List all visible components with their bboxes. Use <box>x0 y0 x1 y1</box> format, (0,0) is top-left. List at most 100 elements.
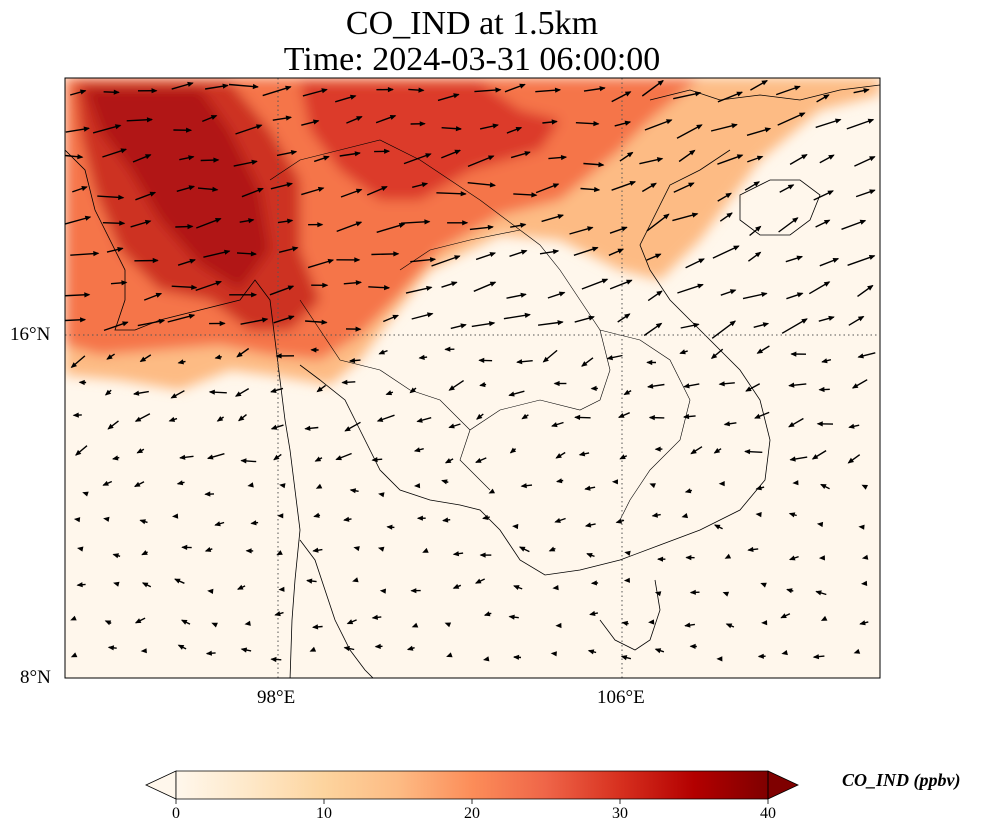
wind-arrow <box>305 319 328 325</box>
wind-arrow <box>276 150 298 157</box>
wind-arrow <box>617 313 631 323</box>
wind-arrow <box>676 124 703 139</box>
wind-arrow <box>247 482 254 488</box>
wind-arrow <box>475 252 496 261</box>
wind-arrow <box>307 258 335 269</box>
wind-arrow <box>236 251 257 257</box>
wind-arrow <box>680 322 700 329</box>
wind-arrow <box>717 91 743 103</box>
wind-arrow <box>581 278 609 290</box>
wind-arrow <box>647 383 665 389</box>
wind-arrow <box>586 553 595 558</box>
wind-arrow <box>177 644 187 650</box>
wind-arrow <box>171 81 194 90</box>
wind-arrow <box>179 155 195 161</box>
wind-arrow <box>503 312 531 320</box>
wind-arrow <box>386 524 395 530</box>
wind-arrow <box>228 83 259 90</box>
wind-arrow <box>690 446 703 455</box>
wind-arrow <box>273 315 295 324</box>
wind-arrow <box>786 292 804 300</box>
map-title-line1: CO_IND at 1.5km <box>345 5 599 42</box>
wind-arrow <box>780 613 791 619</box>
wind-arrow <box>316 384 327 393</box>
plume-core <box>85 88 270 290</box>
colorbar-tick-label-0: 0 <box>172 805 180 822</box>
wind-arrow <box>412 182 429 188</box>
wind-arrow <box>620 655 632 661</box>
wind-arrow <box>202 114 218 123</box>
wind-arrow <box>349 488 359 494</box>
wind-arrow <box>269 285 295 296</box>
wind-arrow <box>411 622 419 628</box>
wind-arrow <box>110 280 128 286</box>
wind-arrow <box>72 412 82 418</box>
wind-arrow <box>757 653 766 659</box>
wind-arrow <box>538 320 564 326</box>
wind-arrow <box>858 524 865 530</box>
wind-arrow <box>376 87 394 93</box>
wind-arrow <box>173 127 193 133</box>
wind-arrow <box>483 656 490 662</box>
wind-arrow <box>749 225 762 237</box>
wind-arrow <box>65 126 90 133</box>
wind-arrow <box>301 119 320 126</box>
wind-arrow <box>378 349 388 355</box>
map-frame <box>64 77 881 679</box>
wind-arrow <box>262 85 292 97</box>
wind-arrow <box>575 121 600 127</box>
wind-arrow <box>718 381 735 387</box>
wind-arrow <box>70 89 87 96</box>
wind-arrow <box>233 159 258 167</box>
wind-arrow <box>556 478 564 484</box>
wind-arrow <box>376 414 395 422</box>
wind-arrow <box>710 123 738 132</box>
wind-arrow <box>611 181 636 191</box>
wind-arrow <box>615 518 625 524</box>
wind-arrow <box>196 218 222 229</box>
wind-arrow <box>346 619 357 625</box>
wind-arrow <box>366 186 388 196</box>
wind-arrow <box>168 416 178 422</box>
wind-arrow <box>136 448 145 454</box>
wind-arrow <box>681 513 688 519</box>
wind-arrow <box>476 413 484 420</box>
wind-arrow <box>452 583 462 589</box>
wind-arrow <box>713 448 722 454</box>
wind-arrow <box>482 514 490 520</box>
wind-arrow <box>339 151 361 157</box>
wind-arrow <box>133 390 149 396</box>
wind-arrow <box>245 548 254 554</box>
wind-arrow <box>446 652 453 658</box>
wind-arrow <box>786 588 794 594</box>
wind-arrow <box>790 351 807 357</box>
wind-arrow <box>102 480 113 486</box>
wind-arrow <box>815 219 831 228</box>
wind-arrow <box>353 546 360 552</box>
wind-arrow <box>841 219 867 230</box>
wind-arrow <box>654 648 665 654</box>
wind-arrow <box>172 513 179 519</box>
wind-arrow <box>368 285 391 291</box>
wind-arrow <box>411 312 434 320</box>
wind-arrow <box>422 547 429 553</box>
wind-arrow <box>179 454 194 460</box>
wind-arrow <box>855 189 876 198</box>
wind-arrow <box>542 119 558 125</box>
wind-arrow <box>107 645 117 651</box>
wind-arrow <box>244 620 251 626</box>
wind-arrow <box>134 481 145 488</box>
wind-arrow <box>714 524 723 530</box>
wind-arrow <box>846 118 875 130</box>
wind-arrow <box>134 413 151 422</box>
wind-arrow <box>229 292 258 298</box>
wind-arrow <box>240 317 269 325</box>
wind-arrow <box>624 550 631 556</box>
wind-arrow <box>345 326 362 332</box>
wind-arrow <box>235 387 250 397</box>
wind-arrow <box>276 550 283 556</box>
wind-arrow <box>551 421 564 428</box>
wind-arrow <box>177 258 196 266</box>
wind-arrow <box>277 218 294 224</box>
